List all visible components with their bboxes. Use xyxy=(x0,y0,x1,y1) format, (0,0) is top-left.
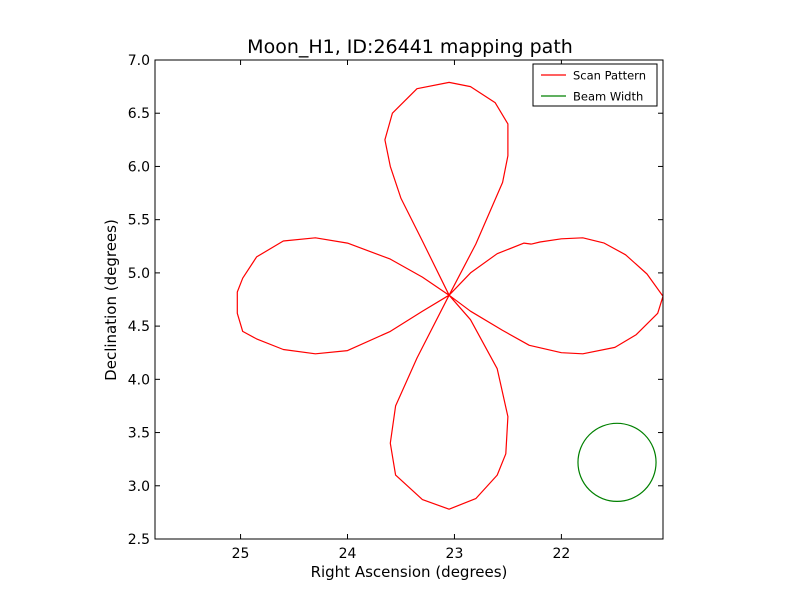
y-tick-label: 5.0 xyxy=(128,266,150,282)
chart-title: Moon_H1, ID:26441 mapping path xyxy=(247,36,573,58)
y-tick-label: 3.5 xyxy=(128,426,150,442)
x-tick-label: 25 xyxy=(232,546,250,562)
legend-entry-beam-width: Beam Width xyxy=(573,90,643,104)
x-axis: 25 24 23 22 xyxy=(232,60,570,562)
y-tick-label: 7.0 xyxy=(128,53,150,69)
legend-box xyxy=(532,63,658,107)
x-axis-label: Right Ascension (degrees) xyxy=(311,563,508,581)
plot-area xyxy=(236,81,663,510)
legend: Scan Pattern Beam Width xyxy=(532,63,658,107)
y-tick-label: 2.5 xyxy=(128,532,150,548)
x-tick-label: 22 xyxy=(552,546,570,562)
y-tick-label: 5.5 xyxy=(128,213,150,229)
y-tick-label: 4.0 xyxy=(128,372,150,388)
x-tick-label: 23 xyxy=(446,546,464,562)
x-tick-label: 24 xyxy=(339,546,357,562)
plot-frame xyxy=(154,59,664,540)
y-tick-label: 4.5 xyxy=(128,319,150,335)
y-axis: 2.5 3.0 3.5 4.0 4.5 5.0 5.5 6.0 6.5 7.0 xyxy=(128,53,663,548)
y-axis-label: Declination (degrees) xyxy=(102,219,120,381)
y-tick-label: 6.0 xyxy=(128,159,150,175)
series-scan-pattern-line xyxy=(236,81,663,510)
legend-entry-scan-pattern: Scan Pattern xyxy=(573,69,646,83)
y-tick-label: 3.0 xyxy=(128,479,150,495)
y-tick-label: 6.5 xyxy=(128,106,150,122)
series-beam-width-circle xyxy=(577,422,657,502)
